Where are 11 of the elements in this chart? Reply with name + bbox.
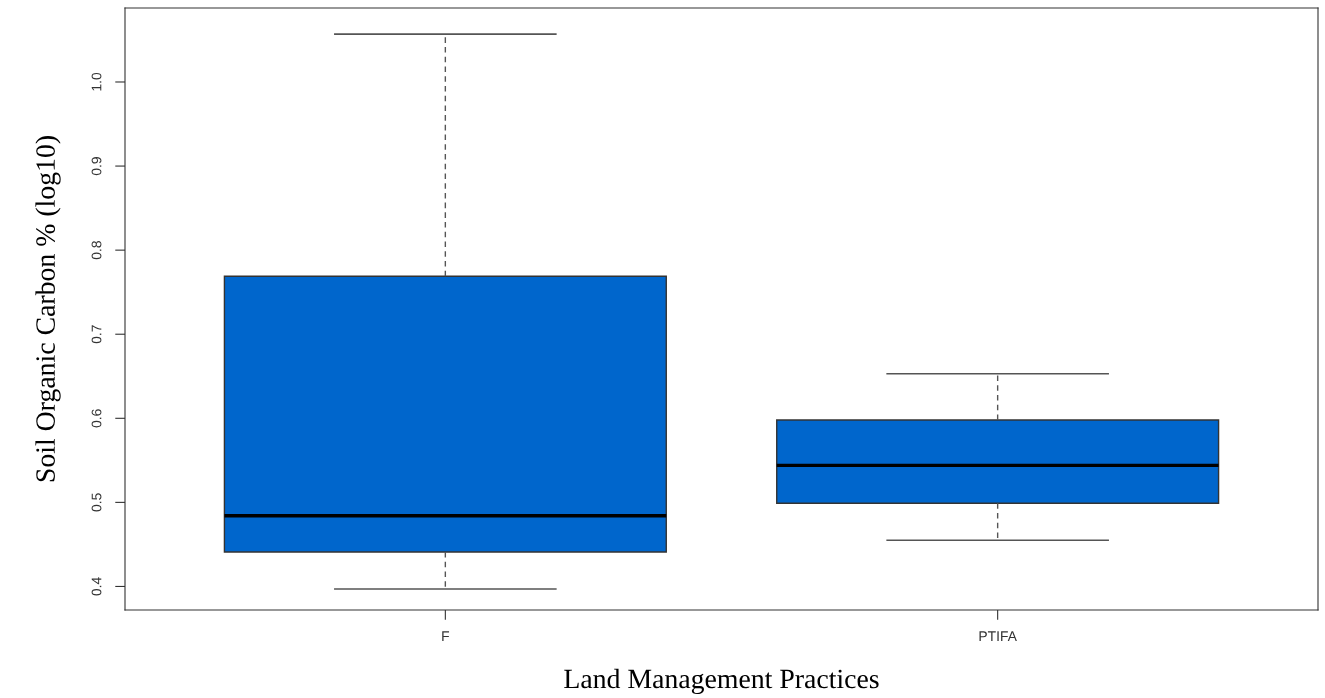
y-tick-label: 0.5 <box>91 493 102 512</box>
y-tick-label: 0.9 <box>91 157 102 176</box>
x-tick-label: F <box>442 631 450 641</box>
y-tick-label: 0.4 <box>91 577 102 596</box>
y-tick-label: 0.7 <box>91 325 102 344</box>
y-tick-label: 0.6 <box>91 409 102 428</box>
y-tick-label: 0.8 <box>91 241 102 260</box>
y-tick-label: 1.0 <box>91 72 102 91</box>
x-axis-title: Land Management Practices <box>564 668 879 695</box>
y-axis-title: Soil Organic Carbon % (log10) <box>35 136 61 482</box>
x-tick-label: PTIFA <box>979 631 1017 641</box>
